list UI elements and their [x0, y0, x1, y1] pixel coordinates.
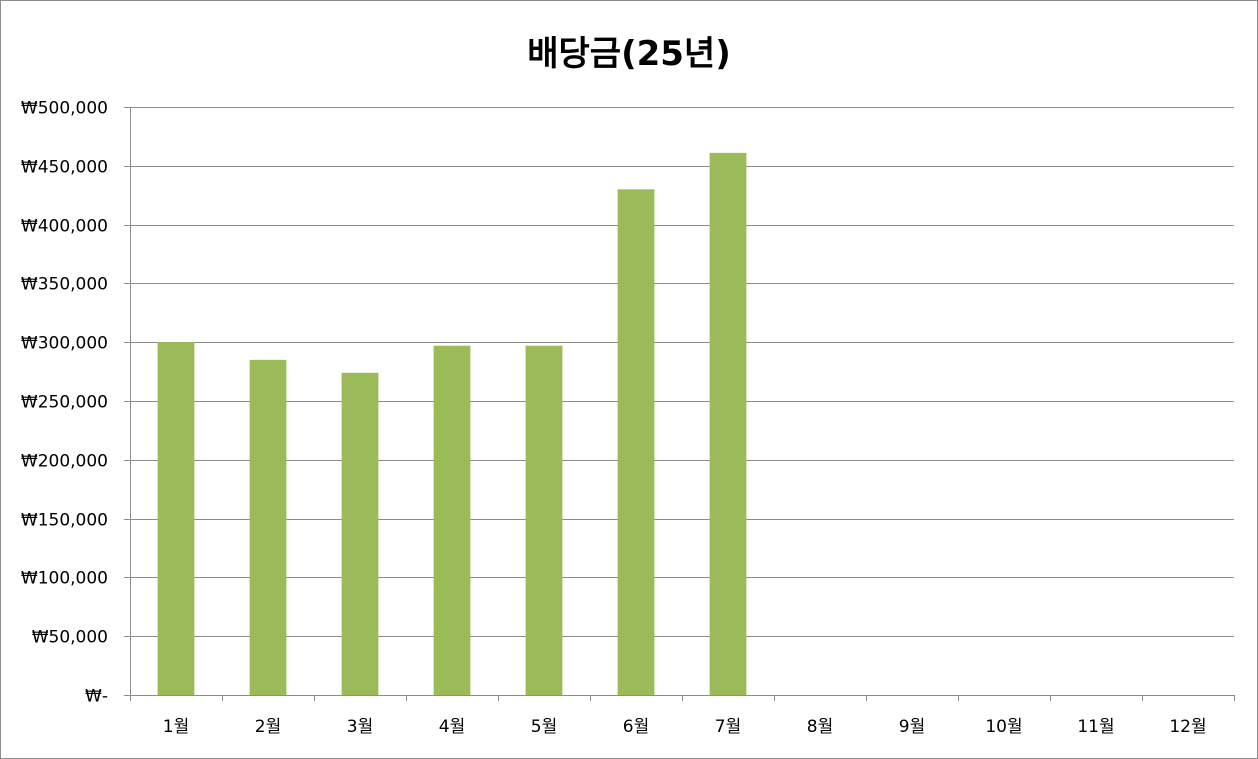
- tick-labels: ₩- ₩50,000 ₩100,000 ₩150,000 ₩200,000 ₩250,00…: [21, 99, 1207, 738]
- x-tick-label: 1월: [163, 717, 189, 737]
- x-tick-label: 6월: [623, 717, 649, 737]
- y-tick-label: ₩100,000: [21, 569, 108, 589]
- x-tick-label: 8월: [807, 717, 833, 737]
- y-tick-label: ₩450,000: [21, 158, 108, 178]
- y-tick-label: ₩250,000: [21, 393, 108, 413]
- y-tick-label: ₩-: [85, 687, 108, 707]
- bar: [617, 189, 655, 695]
- y-tick-label: ₩500,000: [21, 99, 108, 119]
- chart-title: 배당금(25년): [527, 34, 731, 74]
- bar: [709, 152, 747, 695]
- x-tick-label: 4월: [439, 717, 465, 737]
- y-tick-label: ₩150,000: [21, 511, 108, 531]
- bar: [249, 359, 287, 695]
- x-tick-label: 11월: [1077, 717, 1114, 737]
- y-tick-label: ₩400,000: [21, 217, 108, 237]
- bar: [341, 372, 379, 695]
- axes: [124, 107, 1235, 701]
- y-tick-label: ₩200,000: [21, 452, 108, 472]
- gridlines: [130, 107, 1234, 637]
- x-tick-label: 7월: [715, 717, 741, 737]
- y-tick-label: ₩50,000: [32, 628, 108, 648]
- y-tick-label: ₩350,000: [21, 275, 108, 295]
- bars: [157, 152, 747, 695]
- y-tick-label: ₩300,000: [21, 334, 108, 354]
- x-tick-label: 9월: [899, 717, 925, 737]
- bar: [525, 345, 563, 695]
- x-tick-label: 2월: [255, 717, 281, 737]
- x-tick-label: 5월: [531, 717, 557, 737]
- x-tick-label: 10월: [985, 717, 1022, 737]
- bar: [433, 345, 471, 695]
- bar: [157, 342, 195, 695]
- x-tick-label: 3월: [347, 717, 373, 737]
- x-tick-label: 12월: [1169, 717, 1206, 737]
